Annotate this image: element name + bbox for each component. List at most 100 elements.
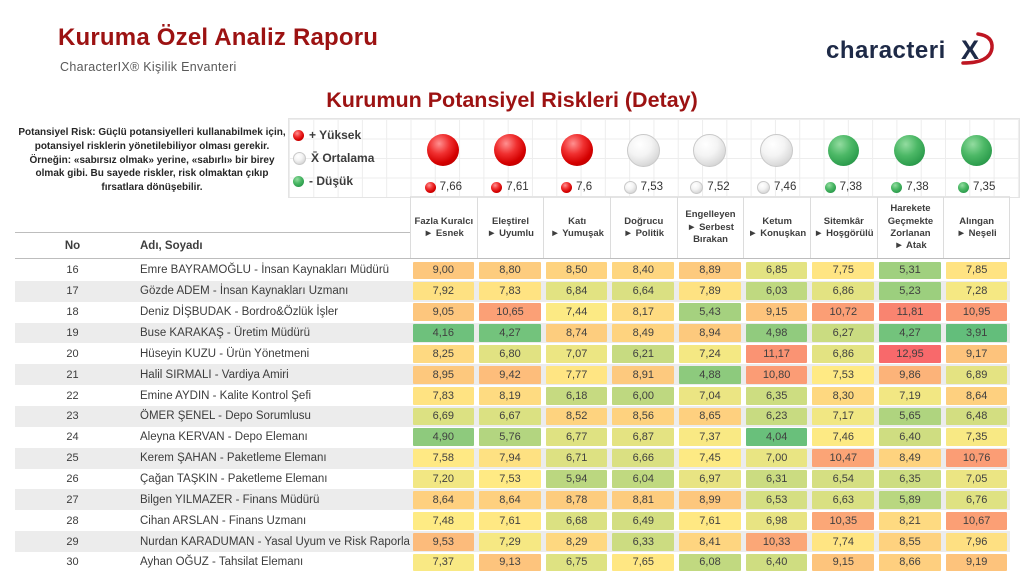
score-cell: 9,17 bbox=[945, 344, 1008, 363]
risk-ball-column: 7,35 bbox=[943, 118, 1010, 196]
score-cell: 5,23 bbox=[879, 282, 941, 301]
average-value: 7,38 bbox=[839, 181, 863, 193]
score-cell: 7,92 bbox=[412, 282, 475, 301]
trait-header-line: Doğrucu bbox=[624, 215, 664, 227]
trait-header-line: ► Atak bbox=[894, 240, 927, 252]
score-cell: 6,54 bbox=[812, 470, 875, 488]
trait-header: Engelleyen ► Serbest Bırakan bbox=[676, 197, 744, 259]
score-cell: 7,07 bbox=[545, 344, 608, 363]
characterix-logo-graphic: characteri X bbox=[826, 32, 994, 65]
score-cell: 8,89 bbox=[679, 261, 741, 280]
score-cell: 6,35 bbox=[745, 386, 808, 405]
row-number: 21 bbox=[66, 368, 79, 381]
trait-column-headers: Fazla Kuralcı ► Esnek Eleştirel ► Uyumlu Kat… bbox=[410, 196, 1010, 259]
average-value: 7,66 bbox=[439, 181, 463, 193]
risk-ball-white-icon bbox=[626, 133, 660, 167]
employee-name: Çağan TAŞKIN - Paketleme Elemanı bbox=[140, 473, 328, 486]
score-cell: 6,67 bbox=[479, 407, 541, 426]
trait-header-line: Alıngan bbox=[959, 215, 995, 227]
score-cell: 7,85 bbox=[945, 261, 1008, 280]
score-cell: 8,94 bbox=[679, 324, 741, 342]
green-ball-icon bbox=[891, 181, 903, 193]
big-ball-wrap bbox=[894, 118, 926, 178]
score-cell: 9,15 bbox=[812, 553, 875, 572]
score-cell: 6,08 bbox=[679, 553, 741, 572]
score-cell: 10,65 bbox=[479, 303, 541, 322]
score-cell: 5,94 bbox=[545, 470, 608, 488]
employee-name: Bilgen YILMAZER - Finans Müdürü bbox=[140, 493, 320, 506]
trait-header-line: Zorlanan bbox=[890, 228, 931, 239]
score-cell: 7,65 bbox=[612, 553, 675, 572]
table-row: 29 Nurdan KARADUMAN - Yasal Uyum ve Risk … bbox=[15, 531, 1010, 553]
score-cell: 10,72 bbox=[812, 303, 875, 322]
employee-name: Ayhan OĞUZ - Tahsilat Elemanı bbox=[140, 556, 304, 569]
row-score-cells: 9,05 10,65 7,44 8,17 5,43 9,15 10,72 11,81 10,95 bbox=[410, 302, 1010, 323]
legend-label: + Yüksek bbox=[309, 128, 362, 142]
score-cell: 8,64 bbox=[945, 386, 1008, 405]
score-cell: 6,33 bbox=[612, 532, 675, 551]
employee-name: Gözde ADEM - İnsan Kaynakları Uzmanı bbox=[140, 285, 349, 298]
score-cell: 9,05 bbox=[412, 303, 475, 322]
row-score-cells: 4,16 4,27 8,74 8,49 8,94 4,98 6,27 4,27 3,91 bbox=[410, 323, 1010, 344]
score-cell: 6,89 bbox=[945, 365, 1008, 384]
table-row: 24 Aleyna KERVAN - Depo Elemanı 4,90 5,76 6,… bbox=[15, 427, 1010, 448]
logo-x-letter: X bbox=[961, 35, 979, 65]
column-average: 7,38 bbox=[824, 178, 863, 196]
score-cell: 7,37 bbox=[412, 553, 475, 572]
average-value: 7,38 bbox=[906, 181, 929, 193]
score-cell: 8,17 bbox=[612, 303, 675, 322]
row-number: 29 bbox=[66, 535, 79, 548]
score-cell: 8,64 bbox=[412, 490, 475, 509]
score-cell: 6,84 bbox=[545, 282, 608, 301]
score-cell: 7,46 bbox=[812, 428, 875, 447]
score-cell: 6,18 bbox=[545, 386, 608, 405]
trait-header-line: ► Uyumlu bbox=[487, 228, 534, 239]
score-cell: 6,69 bbox=[412, 407, 475, 426]
table-row: 22 Emine AYDIN - Kalite Kontrol Şefi 7,83 8… bbox=[15, 385, 1010, 406]
risk-ball-green-icon bbox=[827, 134, 859, 166]
score-cell: 6,86 bbox=[812, 344, 875, 363]
score-cell: 7,53 bbox=[479, 470, 541, 488]
score-cell: 7,83 bbox=[479, 282, 541, 301]
score-cell: 8,64 bbox=[479, 490, 541, 509]
score-cell: 7,58 bbox=[412, 449, 475, 468]
table-row: 30 Ayhan OĞUZ - Tahsilat Elemanı 7,37 9,13 6… bbox=[15, 552, 1010, 573]
score-cell: 4,16 bbox=[412, 324, 475, 342]
table-row: 19 Buse KARAKAŞ - Üretim Müdürü 4,16 4,27 8,… bbox=[15, 322, 1010, 344]
trait-header: Eleştirel ► Uyumlu bbox=[476, 197, 544, 259]
score-cell: 7,83 bbox=[412, 386, 475, 405]
row-number: 22 bbox=[66, 389, 79, 402]
trait-header-line: Katı bbox=[568, 215, 587, 227]
trait-header: Fazla Kuralcı ► Esnek bbox=[410, 197, 477, 259]
score-cell: 6,53 bbox=[745, 490, 808, 509]
score-cell: 5,31 bbox=[879, 261, 941, 280]
table-row: 23 ÖMER ŞENEL - Depo Sorumlusu 6,69 6,67 8,5… bbox=[15, 406, 1010, 427]
score-cell: 8,66 bbox=[879, 553, 941, 572]
trait-header: Harekete Geçmekte Zorlanan ► Atak bbox=[876, 197, 944, 259]
no-column-header: No bbox=[64, 240, 81, 252]
score-cell: 6,76 bbox=[945, 490, 1008, 509]
score-cell: 9,86 bbox=[879, 365, 941, 384]
big-ball-wrap bbox=[427, 118, 460, 178]
legend-item: X̄ Ortalama bbox=[293, 151, 403, 165]
average-value: 7,46 bbox=[773, 181, 797, 193]
score-cell: 7,89 bbox=[679, 282, 741, 301]
score-cell: 7,77 bbox=[545, 365, 608, 384]
score-cell: 6,40 bbox=[879, 428, 941, 447]
score-cell: 8,30 bbox=[812, 386, 875, 405]
score-cell: 4,27 bbox=[479, 324, 541, 342]
score-cell: 6,66 bbox=[612, 449, 675, 468]
score-cell: 8,74 bbox=[545, 324, 608, 342]
row-score-cells: 9,53 7,29 8,29 6,33 8,41 10,33 7,74 8,55 7,96 bbox=[410, 531, 1010, 552]
score-cell: 7,24 bbox=[679, 344, 741, 363]
row-number: 23 bbox=[66, 410, 79, 423]
trait-header-line: Fazla Kuralcı bbox=[414, 215, 474, 227]
row-number: 28 bbox=[66, 514, 79, 527]
score-cell: 7,17 bbox=[812, 407, 875, 426]
table-row: 18 Deniz DİŞBUDAK - Bordro&Özlük İşler 9,0… bbox=[15, 302, 1010, 323]
score-cell: 7,48 bbox=[412, 511, 475, 530]
row-number: 27 bbox=[66, 493, 79, 506]
white-ball-icon bbox=[690, 180, 704, 194]
big-ball-wrap bbox=[560, 118, 593, 178]
risk-ball-column: 7,52 bbox=[677, 118, 744, 196]
